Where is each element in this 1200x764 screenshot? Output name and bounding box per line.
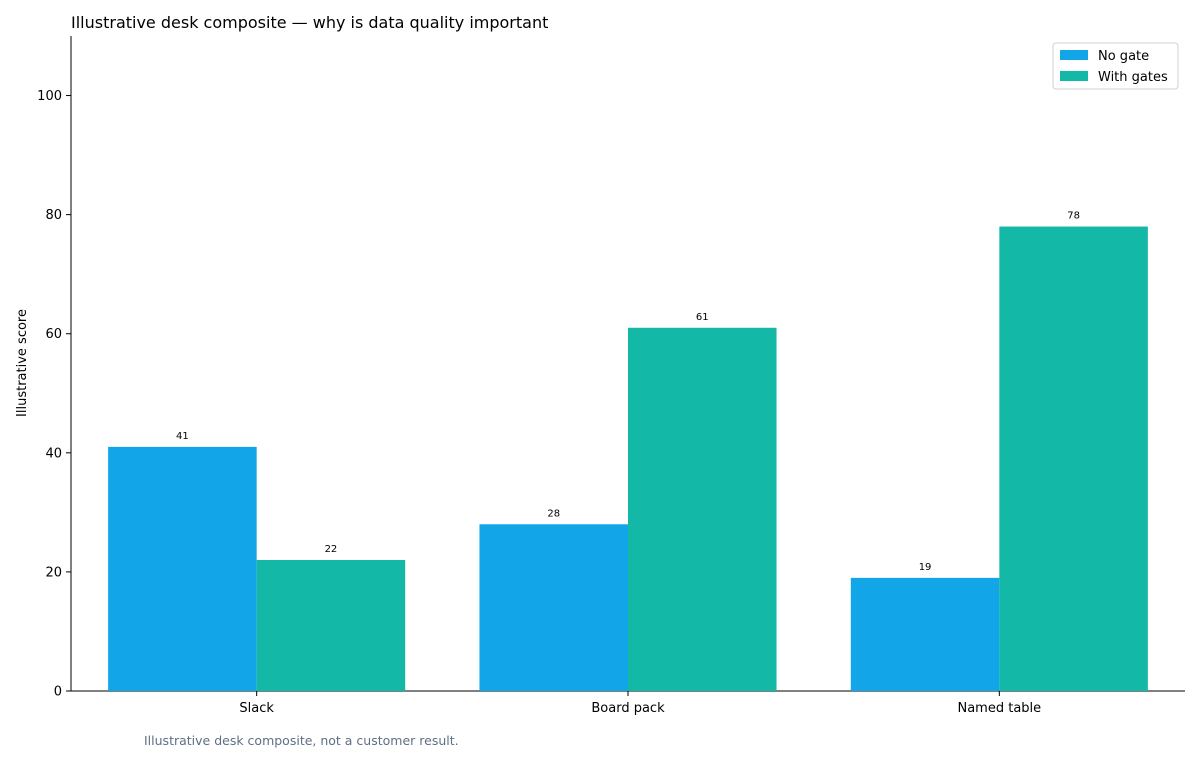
x-tick-label: Board pack xyxy=(591,701,665,716)
bar xyxy=(628,327,777,691)
legend-swatch xyxy=(1060,50,1088,60)
bar xyxy=(999,226,1148,691)
bar xyxy=(479,524,628,691)
chart-title: Illustrative desk composite — why is dat… xyxy=(71,13,548,32)
legend-label: No gate xyxy=(1098,49,1149,64)
data-label: 78 xyxy=(1067,211,1080,222)
data-label: 22 xyxy=(325,544,338,555)
x-tick-label: Named table xyxy=(957,701,1041,716)
y-tick-label: 20 xyxy=(45,565,62,580)
legend-swatch xyxy=(1060,71,1088,81)
data-label: 19 xyxy=(919,562,932,573)
y-tick-label: 0 xyxy=(54,685,62,700)
y-tick-label: 60 xyxy=(45,327,62,342)
data-label: 28 xyxy=(547,508,560,519)
footnote: Illustrative desk composite, not a custo… xyxy=(144,733,459,748)
y-axis-label: Illustrative score xyxy=(15,309,30,417)
y-tick-label: 40 xyxy=(45,446,62,461)
legend-label: With gates xyxy=(1098,70,1168,85)
data-label: 61 xyxy=(696,312,709,323)
y-tick-label: 80 xyxy=(45,208,62,223)
x-tick-label: Slack xyxy=(239,701,274,716)
data-label: 41 xyxy=(176,431,189,442)
bar xyxy=(256,560,406,691)
bar xyxy=(108,446,257,691)
legend: No gate With gates xyxy=(1052,42,1179,90)
bars: 41 22 28 61 19 78 xyxy=(108,211,1148,691)
bar xyxy=(850,577,1000,691)
y-tick-label: 100 xyxy=(37,89,62,104)
